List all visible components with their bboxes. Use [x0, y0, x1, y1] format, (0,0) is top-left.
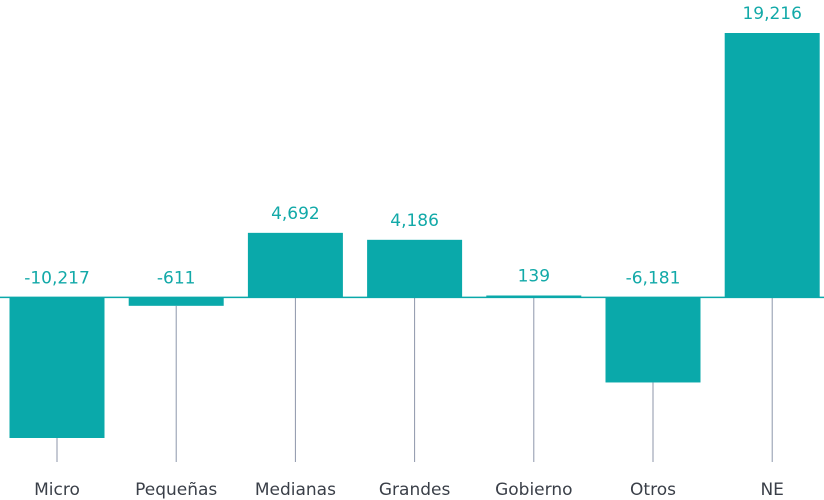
- value-label: -10,217: [24, 268, 90, 288]
- bar: [724, 33, 820, 298]
- x-tick-label: Gobierno: [495, 480, 572, 500]
- x-tick-label: Medianas: [255, 480, 336, 500]
- x-tick-label: Otros: [630, 480, 676, 500]
- x-tick-label: Grandes: [379, 480, 451, 500]
- value-label: 4,692: [271, 204, 320, 224]
- value-label: 4,186: [390, 211, 439, 231]
- bar: [605, 297, 701, 383]
- x-tick-label: Pequeñas: [135, 480, 217, 500]
- value-label: -611: [157, 268, 196, 288]
- bar: [9, 297, 105, 438]
- bar: [486, 295, 582, 298]
- bar: [247, 232, 343, 298]
- value-label: 139: [518, 267, 550, 287]
- value-label: -6,181: [626, 268, 681, 288]
- x-tick-label: Micro: [34, 480, 80, 500]
- bar: [367, 239, 463, 298]
- bar: [128, 297, 224, 306]
- value-label: 19,216: [742, 4, 801, 24]
- x-tick-label: NE: [760, 480, 783, 500]
